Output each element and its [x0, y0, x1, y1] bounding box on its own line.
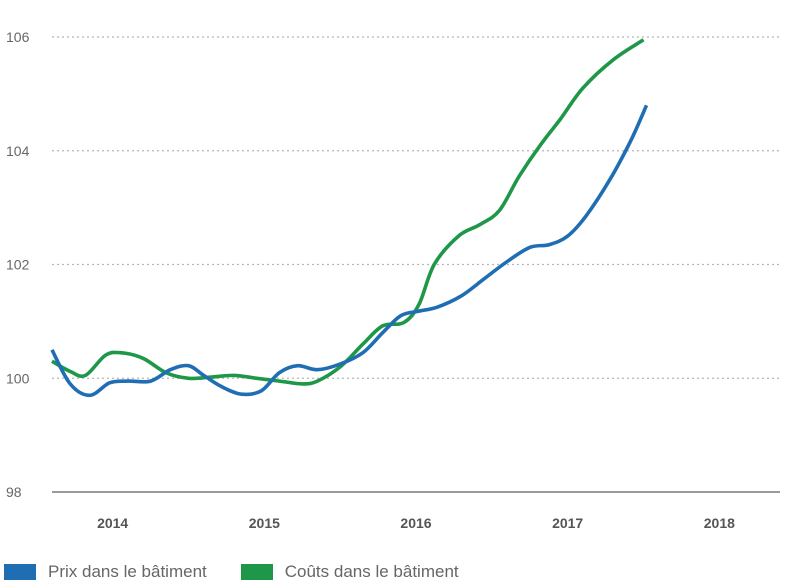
legend: Prix dans le bâtiment Coûts dans le bâti…: [0, 558, 489, 586]
legend-swatch-prix: [4, 564, 36, 580]
legend-item-couts: Coûts dans le bâtiment: [237, 562, 459, 582]
y-tick-label: 100: [6, 370, 30, 386]
legend-label-couts: Coûts dans le bâtiment: [284, 562, 459, 581]
x-tick-label: 2017: [552, 515, 583, 531]
y-tick-label: 106: [6, 29, 30, 45]
legend-label-prix: Prix dans le bâtiment: [48, 562, 207, 581]
x-tick-label: 2015: [249, 515, 280, 531]
series-line-couts: [51, 38, 645, 386]
gridlines: [52, 36, 780, 493]
legend-item-prix: Prix dans le bâtiment: [0, 562, 207, 582]
x-tick-label: 2016: [400, 515, 431, 531]
series-line-prix: [50, 104, 649, 398]
y-tick-label: 98: [6, 484, 22, 500]
y-tick-label: 104: [6, 143, 30, 159]
x-tick-label: 2014: [97, 515, 128, 531]
y-tick-label: 102: [6, 257, 30, 273]
series-lines: [50, 38, 649, 398]
line-chart: 98 100 102 104 106 2014 2015 2016 2017 2018: [6, 29, 780, 531]
y-axis-ticks: 98 100 102 104 106: [6, 29, 30, 500]
legend-swatch-couts: [240, 564, 273, 580]
x-tick-label: 2018: [704, 515, 735, 531]
x-axis-ticks: 2014 2015 2016 2017 2018: [97, 515, 735, 531]
